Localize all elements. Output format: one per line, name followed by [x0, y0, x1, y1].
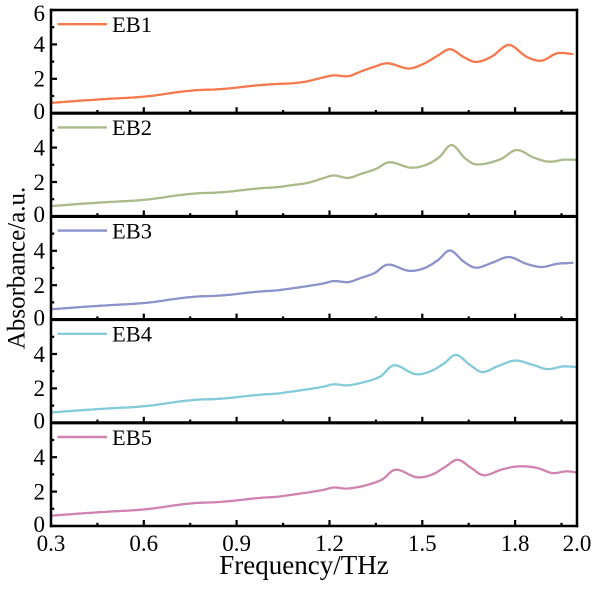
svg-text:EB1: EB1 — [112, 12, 152, 37]
svg-text:2: 2 — [34, 273, 46, 298]
svg-text:4: 4 — [34, 342, 46, 367]
svg-text:2: 2 — [34, 376, 46, 401]
svg-text:1.5: 1.5 — [408, 531, 437, 556]
svg-text:4: 4 — [34, 445, 46, 470]
svg-text:0: 0 — [34, 512, 46, 537]
svg-text:0: 0 — [34, 202, 46, 227]
svg-text:0.6: 0.6 — [129, 531, 158, 556]
svg-text:2: 2 — [34, 67, 46, 92]
svg-text:6: 6 — [34, 1, 46, 26]
svg-text:2.0: 2.0 — [563, 531, 592, 556]
svg-text:Frequency/THz: Frequency/THz — [219, 550, 388, 580]
svg-text:EB2: EB2 — [112, 115, 152, 140]
svg-text:1.2: 1.2 — [315, 531, 344, 556]
svg-text:4: 4 — [34, 135, 46, 160]
svg-text:4: 4 — [34, 239, 46, 264]
svg-text:0.9: 0.9 — [222, 531, 251, 556]
svg-text:0: 0 — [34, 305, 46, 330]
svg-text:0: 0 — [34, 409, 46, 434]
svg-text:EB4: EB4 — [112, 322, 152, 347]
svg-text:Absorbance/a.u.: Absorbance/a.u. — [4, 187, 31, 349]
svg-text:2: 2 — [34, 170, 46, 195]
svg-text:2: 2 — [34, 479, 46, 504]
svg-text:4: 4 — [34, 32, 46, 57]
svg-text:0: 0 — [34, 99, 46, 124]
svg-text:EB3: EB3 — [112, 218, 152, 243]
svg-text:0.3: 0.3 — [37, 531, 66, 556]
svg-text:EB5: EB5 — [112, 425, 152, 450]
svg-text:1.8: 1.8 — [501, 531, 530, 556]
